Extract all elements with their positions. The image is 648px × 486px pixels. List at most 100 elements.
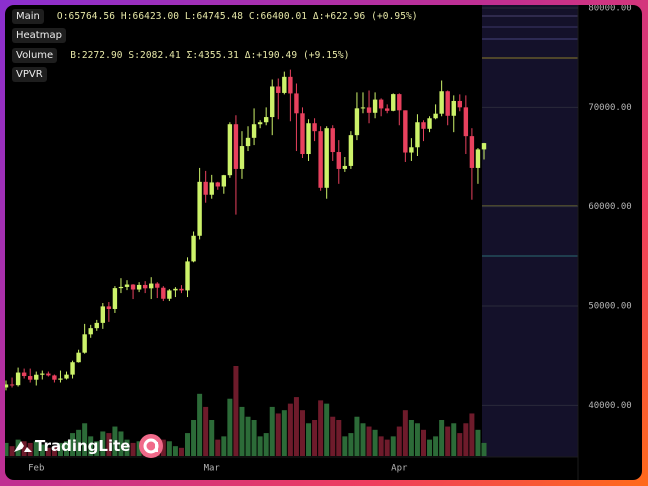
candle-body bbox=[221, 175, 227, 187]
candle-body bbox=[324, 128, 329, 188]
volume-bar bbox=[45, 447, 51, 456]
volume-bar bbox=[469, 413, 475, 456]
volume-bar bbox=[287, 403, 293, 456]
candle-body bbox=[354, 108, 360, 136]
x-tick-label: Mar bbox=[204, 464, 221, 474]
volume-bar bbox=[57, 442, 63, 456]
volume-bar bbox=[275, 413, 281, 456]
volume-bar bbox=[414, 423, 420, 456]
volume-bar bbox=[420, 429, 426, 456]
candle-body bbox=[233, 124, 239, 169]
candle-body bbox=[52, 375, 57, 380]
candle-body bbox=[409, 147, 414, 153]
candle-body bbox=[9, 384, 15, 386]
vpvr-area bbox=[482, 5, 578, 457]
chart-panel: 40000.00 50000.00 60000.00 70000.00 80000.00… bbox=[5, 5, 642, 480]
candle-body bbox=[21, 372, 27, 377]
candle-body bbox=[294, 93, 299, 114]
volume-bar bbox=[293, 397, 299, 456]
volume-row: Volume B:2272.90 S:2082.41 Σ:4355.31 Δ:+… bbox=[12, 47, 350, 64]
candle-body bbox=[439, 91, 444, 114]
volume-bar bbox=[257, 436, 263, 456]
volume-bar bbox=[463, 423, 469, 456]
panel-button[interactable]: VPVR bbox=[12, 67, 47, 82]
candle-body bbox=[34, 374, 39, 380]
candle-body bbox=[475, 149, 481, 168]
candle-body bbox=[173, 288, 178, 291]
volume-bar bbox=[227, 398, 233, 456]
volume-bar bbox=[88, 436, 94, 456]
volume-bar bbox=[191, 420, 197, 456]
candle-body bbox=[100, 306, 106, 323]
candle-body bbox=[179, 288, 184, 291]
brand-logo bbox=[139, 434, 164, 458]
candle-body bbox=[300, 113, 305, 155]
panel-button[interactable]: Main bbox=[12, 9, 44, 24]
panel-button[interactable]: Heatmap bbox=[12, 28, 66, 43]
candle-body bbox=[282, 76, 287, 93]
y-tick-label: 40000.00 bbox=[588, 401, 631, 411]
volume-bar bbox=[100, 431, 106, 456]
candle-body bbox=[185, 261, 190, 291]
candle-body bbox=[136, 284, 142, 290]
candle-body bbox=[336, 152, 341, 169]
candle-body bbox=[360, 107, 366, 109]
volume-bar bbox=[445, 426, 451, 456]
brand: TradingLite bbox=[13, 433, 164, 459]
candle-body bbox=[251, 124, 257, 138]
candle-body bbox=[5, 384, 9, 388]
volume-bar bbox=[106, 433, 112, 456]
candle-body bbox=[403, 110, 408, 153]
candle-body bbox=[312, 123, 317, 132]
candle-body bbox=[40, 373, 45, 375]
volume-bar bbox=[239, 406, 245, 456]
candle-body bbox=[227, 124, 233, 176]
volume-bar bbox=[9, 446, 15, 456]
y-tick-label: 70000.00 bbox=[588, 103, 631, 113]
candle-body bbox=[276, 86, 281, 93]
volume-bar bbox=[372, 429, 378, 456]
candle-body bbox=[191, 235, 196, 262]
volume-bar bbox=[178, 447, 184, 456]
heatmap-row: Heatmap bbox=[12, 27, 66, 44]
candle-body bbox=[245, 137, 251, 147]
candle-body bbox=[330, 128, 335, 153]
volume-bar bbox=[124, 439, 130, 456]
candle-body bbox=[149, 283, 154, 289]
volume-bar bbox=[136, 441, 142, 456]
volume-bar bbox=[396, 426, 402, 456]
volume-bar bbox=[221, 436, 227, 456]
candle-body bbox=[318, 131, 323, 188]
volume-bar bbox=[70, 433, 76, 456]
volume-bar bbox=[451, 423, 457, 456]
candle-body bbox=[469, 136, 475, 168]
x-tick-label: Feb bbox=[28, 464, 44, 474]
volume-bar bbox=[457, 433, 463, 456]
candle-body bbox=[427, 118, 432, 129]
volume-bar bbox=[112, 426, 118, 456]
volume-bar bbox=[269, 406, 275, 456]
candle-body bbox=[372, 99, 378, 113]
x-tick-label: Apr bbox=[391, 464, 408, 474]
volume-bar bbox=[299, 410, 305, 456]
volume-bar bbox=[166, 441, 172, 456]
volume-bar bbox=[263, 433, 269, 456]
volume-bar bbox=[64, 441, 70, 456]
volume-bar bbox=[51, 446, 57, 456]
volume-bar bbox=[215, 439, 221, 456]
candle-body bbox=[342, 165, 348, 169]
volume-readout: B:2272.90 S:2082.41 Σ:4355.31 Δ:+190.49 … bbox=[70, 50, 350, 61]
candle-body bbox=[197, 181, 202, 236]
volume-bar bbox=[197, 393, 203, 456]
candle-body bbox=[481, 143, 487, 150]
panel-button[interactable]: Volume bbox=[12, 48, 58, 63]
candle-body bbox=[463, 107, 469, 137]
candle-body bbox=[288, 76, 293, 94]
candle-body bbox=[306, 123, 311, 155]
volume-bar bbox=[245, 416, 251, 456]
volume-bar bbox=[354, 416, 360, 456]
volume-bar bbox=[312, 420, 318, 456]
candle-body bbox=[124, 284, 130, 287]
candle-body bbox=[457, 100, 462, 108]
